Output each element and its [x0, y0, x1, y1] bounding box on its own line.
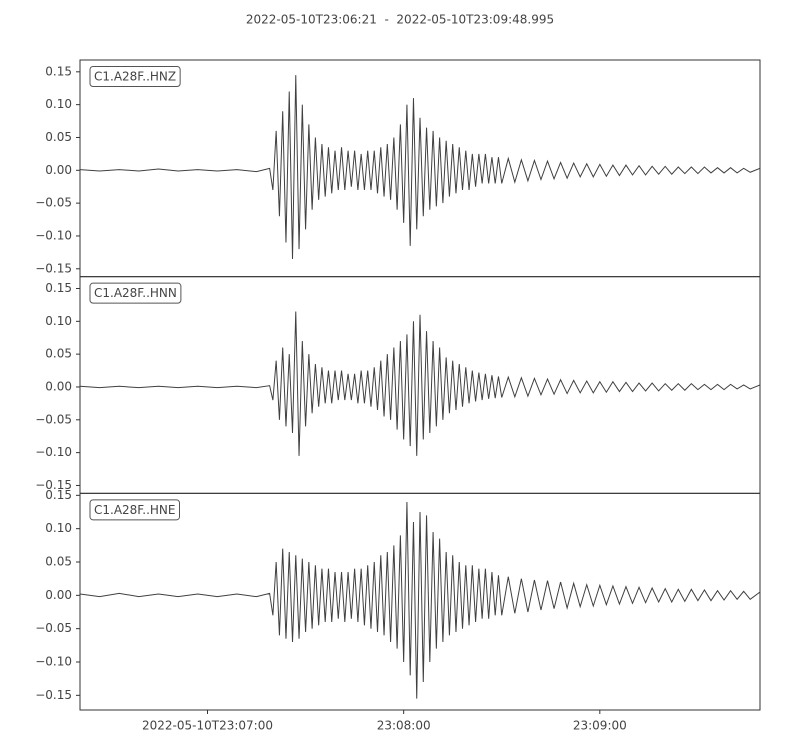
legend-label: C1.A28F..HNN — [94, 286, 177, 300]
y-tick-label: −0.10 — [35, 445, 72, 459]
panel-frame — [79, 59, 761, 278]
waveform — [80, 75, 760, 259]
legend-label: C1.A28F..HNZ — [94, 70, 176, 84]
panel-frame — [79, 492, 761, 711]
legend-box — [89, 282, 182, 304]
panel-frame — [79, 276, 761, 494]
y-tick-label: 0.05 — [45, 130, 72, 144]
y-tick-label: 0.15 — [45, 488, 72, 502]
x-tick-label: 23:09:00 — [573, 719, 627, 733]
y-tick-label: 0.15 — [45, 281, 72, 295]
y-tick-label: 0.10 — [45, 97, 72, 111]
y-tick-label: 0.10 — [45, 314, 72, 328]
x-tick-label: 2022-05-10T23:07:00 — [142, 719, 273, 733]
waveform — [80, 311, 760, 456]
x-tick-label: 23:08:00 — [377, 719, 431, 733]
y-tick-label: −0.05 — [35, 621, 72, 635]
y-tick-label: 0.00 — [45, 379, 72, 393]
y-tick-label: 0.00 — [45, 588, 72, 602]
y-tick-label: 0.05 — [45, 347, 72, 361]
y-tick-label: −0.15 — [35, 261, 72, 275]
waveform — [80, 501, 760, 699]
y-tick-label: 0.10 — [45, 521, 72, 535]
y-tick-label: 0.00 — [45, 163, 72, 177]
y-tick-label: 0.05 — [45, 555, 72, 569]
y-tick-label: −0.10 — [35, 228, 72, 242]
y-tick-label: −0.10 — [35, 655, 72, 669]
y-tick-label: −0.15 — [35, 688, 72, 702]
y-tick-label: −0.05 — [35, 196, 72, 210]
legend-box — [89, 66, 181, 87]
y-tick-label: 0.15 — [45, 64, 72, 78]
y-tick-label: −0.05 — [35, 412, 72, 426]
legend-box — [89, 499, 180, 521]
y-tick-label: −0.15 — [35, 478, 72, 492]
legend-label: C1.A28F..HNE — [94, 503, 176, 517]
chart-title: 2022-05-10T23:06:21 - 2022-05-10T23:09:4… — [246, 13, 554, 27]
